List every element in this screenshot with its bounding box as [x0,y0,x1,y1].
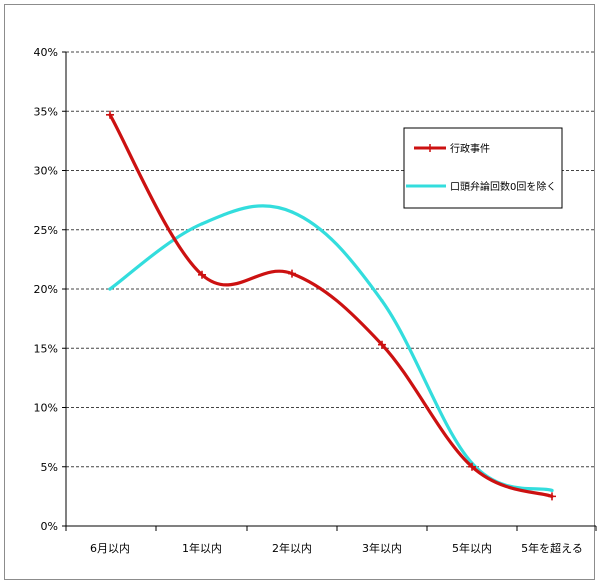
y-tick-label: 25% [34,224,58,237]
x-tick-labels: 6月以内 1年以内 2年以内 3年以内 5年以内 5年を超える [65,526,597,555]
data-point [288,269,296,278]
data-point [548,492,556,501]
x-tick-label: 1年以内 [182,541,222,555]
y-tick-label: 40% [34,46,58,59]
data-point [378,340,386,349]
x-tick-label: 5年以内 [452,541,492,555]
data-point [468,462,476,471]
data-point [380,299,384,303]
y-tick-label: 30% [34,165,58,178]
y-tick-labels: 0% 5% 10% 15% 20% 25% 30% 35% 40% [34,46,66,533]
y-tick-label: 0% [41,520,58,533]
y-tick-label: 15% [34,342,58,355]
x-tick-label: 5年を超える [521,541,583,555]
x-tick-label: 3年以内 [362,541,402,555]
data-point [108,287,112,291]
series-lines [106,110,556,501]
y-tick-label: 35% [34,105,58,118]
legend-marker-series-1 [426,144,434,152]
y-tick-label: 20% [34,283,58,296]
y-tick-label: 10% [34,402,58,415]
y-tick-label: 5% [41,461,58,474]
legend-label-series-1: 行政事件 [450,142,490,155]
data-point [198,270,206,279]
x-tick-label: 6月以内 [90,541,130,555]
legend: 行政事件 口頭弁論回数0回を除く [403,127,563,209]
x-tick-label: 2年以内 [272,541,312,555]
grid-lines [66,51,596,468]
data-point [200,222,204,226]
legend-box [403,127,563,209]
data-point [106,110,114,119]
legend-label-series-2: 口頭弁論回数0回を除く [450,180,556,193]
data-point [290,210,294,214]
data-point [550,488,554,493]
